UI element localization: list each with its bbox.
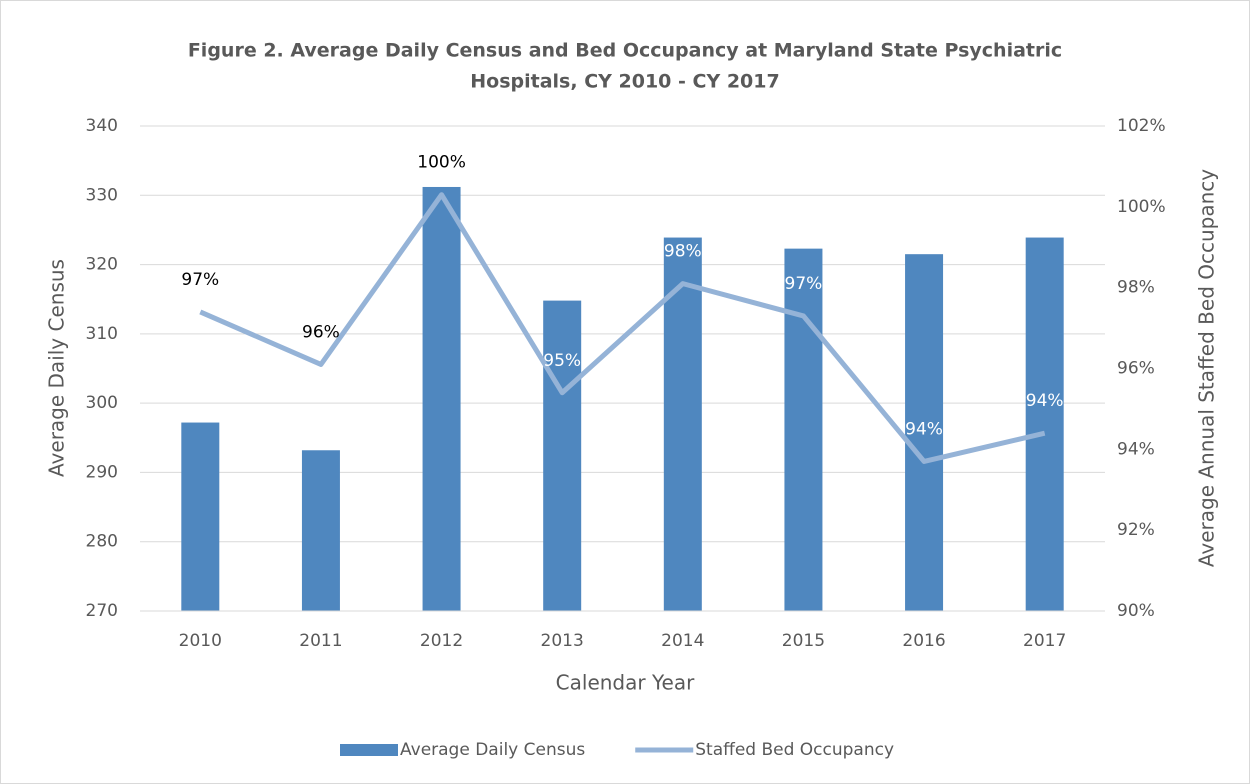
data-label: 94% — [1026, 391, 1064, 411]
x-tick-label: 2010 — [179, 631, 222, 651]
data-label: 94% — [905, 419, 943, 439]
bar — [784, 248, 823, 611]
y2-tick-label: 102% — [1117, 116, 1166, 136]
data-label: 95% — [543, 351, 581, 371]
y-axis-title: Average Daily Census — [45, 259, 69, 477]
data-label: 100% — [417, 153, 466, 173]
line — [199, 192, 1046, 464]
y-tick-label: 330 — [86, 185, 118, 205]
y-tick-label: 290 — [86, 462, 118, 482]
bar — [543, 300, 582, 611]
legend-label: Staffed Bed Occupancy — [695, 740, 894, 760]
bar — [181, 422, 220, 611]
x-tick-label: 2016 — [902, 631, 945, 651]
x-axis-title: Calendar Year — [556, 671, 695, 695]
chart-title: Hospitals, CY 2010 - CY 2017 — [470, 71, 779, 93]
bar — [301, 450, 340, 611]
x-tick-label: 2014 — [661, 631, 704, 651]
y-tick-label: 300 — [86, 393, 118, 413]
legend-label: Average Daily Census — [400, 740, 585, 760]
bar — [663, 237, 702, 612]
data-label: 97% — [785, 274, 823, 294]
bar — [1025, 237, 1064, 612]
x-tick-label: 2013 — [541, 631, 584, 651]
x-tick-label: 2017 — [1023, 631, 1066, 651]
y-tick-label: 310 — [86, 324, 118, 344]
x-tick-label: 2011 — [299, 631, 342, 651]
y2-tick-label: 96% — [1117, 359, 1155, 379]
y2-tick-label: 100% — [1117, 197, 1166, 217]
bar — [422, 186, 461, 611]
x-tick-label: 2015 — [782, 631, 825, 651]
y2-tick-label: 94% — [1117, 439, 1155, 459]
bar — [905, 254, 944, 611]
y-tick-label: 280 — [86, 532, 118, 552]
y2-axis-title: Average Annual Staffed Bed Occupancy — [1195, 169, 1219, 567]
y2-tick-label: 92% — [1117, 520, 1155, 540]
y2-tick-label: 90% — [1117, 601, 1155, 621]
legend-swatch — [340, 744, 398, 756]
y-tick-label: 340 — [86, 116, 118, 136]
y-tick-label: 270 — [86, 601, 118, 621]
chart-title: Figure 2. Average Daily Census and Bed O… — [188, 40, 1062, 62]
data-label: 96% — [302, 322, 340, 342]
data-label: 97% — [181, 270, 219, 290]
data-label: 98% — [664, 242, 702, 262]
y-tick-label: 320 — [86, 255, 118, 275]
y2-tick-label: 98% — [1117, 278, 1155, 298]
x-tick-label: 2012 — [420, 631, 463, 651]
